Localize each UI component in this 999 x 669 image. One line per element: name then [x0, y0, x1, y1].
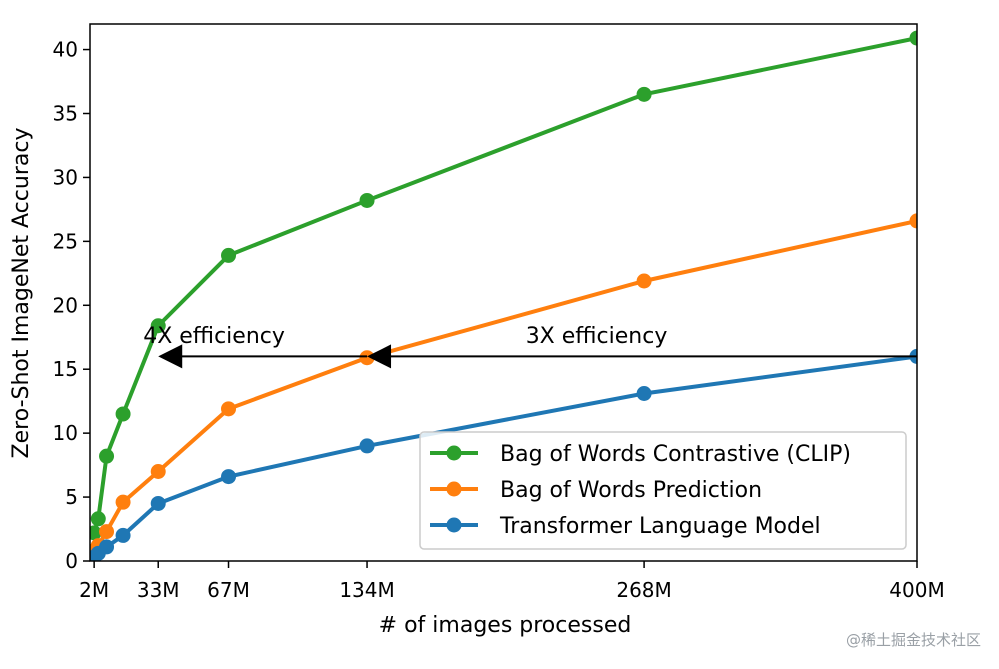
- y-tick-label-8: 40: [53, 38, 78, 62]
- y-tick-label-3: 15: [53, 357, 78, 381]
- x-tick-label-3: 134M: [339, 578, 394, 602]
- y-axis-title: Zero-Shot ImageNet Accuracy: [9, 128, 34, 459]
- y-tick-label-1: 5: [65, 485, 78, 509]
- data-point-0-3: [115, 406, 131, 422]
- y-tick-label-6: 30: [53, 165, 78, 189]
- plot-area: [90, 30, 917, 561]
- x-tick-label-5: 400M: [889, 578, 944, 602]
- data-point-0-2: [99, 448, 115, 464]
- legend-marker-2: [446, 517, 462, 533]
- legend: Bag of Words Contrastive (CLIP) Bag of Wo…: [419, 431, 907, 550]
- data-point-0-7: [636, 86, 652, 102]
- arrow-head-0: [367, 344, 392, 369]
- x-tick-label-4: 268M: [616, 578, 671, 602]
- legend-box: [419, 431, 907, 550]
- data-point-1-2: [99, 524, 115, 540]
- data-point-0-1: [90, 511, 106, 527]
- data-point-0-5: [221, 247, 237, 263]
- y-tick-label-0: 0: [65, 549, 78, 573]
- legend-marker-0: [446, 445, 462, 461]
- plot-frame: [89, 23, 918, 562]
- data-point-1-8: [909, 213, 917, 229]
- watermark: @稀土掘金技术社区: [846, 631, 981, 649]
- legend-label-0: Bag of Words Contrastive (CLIP): [500, 442, 851, 467]
- series-group: [90, 30, 917, 561]
- data-point-0-8: [909, 30, 917, 46]
- efficiency-arrows: [158, 344, 917, 369]
- data-point-1-3: [115, 494, 131, 510]
- y-tick-label-5: 25: [53, 229, 78, 253]
- data-point-1-5: [221, 401, 237, 417]
- arrow-head-1: [158, 344, 183, 369]
- data-point-2-5: [221, 469, 237, 485]
- data-point-1-6: [359, 350, 375, 366]
- x-tick-label-2: 67M: [207, 578, 250, 602]
- x-axis-title: # of images processed: [379, 613, 632, 638]
- legend-marker-1: [446, 481, 462, 497]
- x-tick-label-0: 2M: [79, 578, 109, 602]
- data-point-2-7: [636, 386, 652, 402]
- annotation-label-1: 3X efficiency: [526, 324, 668, 349]
- y-tick-label-2: 10: [53, 421, 78, 445]
- data-point-0-6: [359, 192, 375, 208]
- data-point-0-4: [150, 318, 166, 334]
- data-point-1-4: [150, 464, 166, 479]
- data-point-2-6: [359, 438, 375, 454]
- legend-label-2: Transformer Language Model: [499, 514, 821, 539]
- annotation-label-0: 4X efficiency: [143, 324, 285, 349]
- data-point-0-0: [90, 525, 102, 541]
- y-tick-label-7: 35: [53, 102, 78, 126]
- data-point-1-7: [636, 273, 652, 289]
- x-tick-label-1: 33M: [137, 578, 180, 602]
- data-point-2-4: [150, 495, 166, 511]
- legend-label-1: Bag of Words Prediction: [500, 478, 762, 503]
- y-tick-label-4: 20: [53, 293, 78, 317]
- annotations: 4X efficiency 3X efficiency: [143, 324, 667, 349]
- data-point-2-2: [99, 539, 115, 555]
- data-point-2-3: [115, 527, 131, 543]
- axes: 2M 33M 67M 134M 268M 400M 0 5 10 15 20 25 30 35 40: [53, 23, 945, 602]
